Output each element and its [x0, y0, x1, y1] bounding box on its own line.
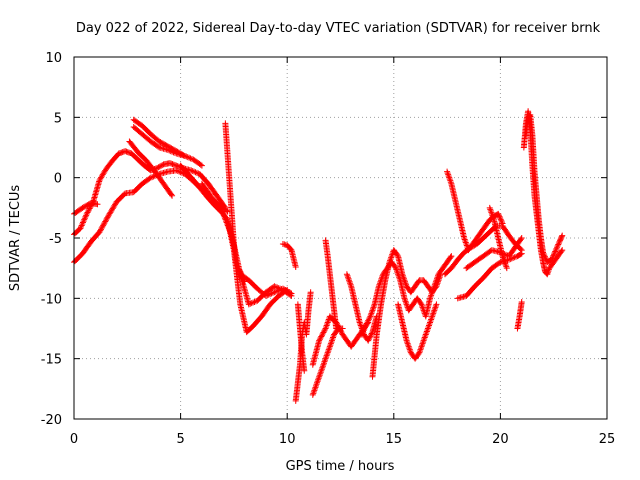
y-tick-label: 10: [45, 51, 62, 66]
y-tick-label: 5: [54, 111, 62, 126]
x-tick-label: 0: [70, 432, 78, 447]
x-tick-label: 25: [599, 432, 616, 447]
data-series-track-15: [309, 313, 372, 368]
data-series-track-10: [237, 271, 295, 299]
x-tick-label: 15: [386, 432, 403, 447]
y-tick-label: -20: [41, 413, 62, 428]
x-tick-label: 20: [492, 432, 509, 447]
chart-title: Day 022 of 2022, Sidereal Day-to-day VTE…: [76, 21, 601, 36]
data-series-track-5: [126, 138, 176, 199]
data-series-track-9: [222, 120, 248, 285]
data-series-track-19: [369, 247, 444, 380]
y-tick-label: -10: [41, 292, 62, 307]
y-tick-label: 0: [54, 172, 62, 187]
x-tick-label: 5: [176, 432, 184, 447]
axis-ticks: 0 5 10 15 20 25 -20 -15 -10 -5 0 5 10: [41, 51, 616, 447]
x-axis-label: GPS time / hours: [286, 459, 395, 474]
data-series-track-20: [395, 301, 440, 362]
data-series-track-17: [343, 271, 380, 344]
x-tick-label: 10: [279, 432, 296, 447]
y-tick-label: -5: [49, 232, 62, 247]
data-series-track-24: [463, 235, 525, 272]
y-axis-label: SDTVAR / TECUs: [8, 185, 23, 292]
data-series-track-13: [294, 301, 308, 374]
data-series-track-25: [486, 204, 510, 272]
data-series-track-23: [454, 250, 525, 302]
data-series-track-16: [322, 237, 340, 332]
data-series-track-28: [522, 111, 566, 266]
data-series-track-11: [279, 241, 299, 270]
data-series-track-6: [130, 123, 188, 159]
data-markers: [71, 108, 566, 404]
data-series-track-21: [444, 168, 506, 254]
y-tick-label: -15: [41, 353, 62, 368]
data-series-track-26: [514, 298, 525, 332]
